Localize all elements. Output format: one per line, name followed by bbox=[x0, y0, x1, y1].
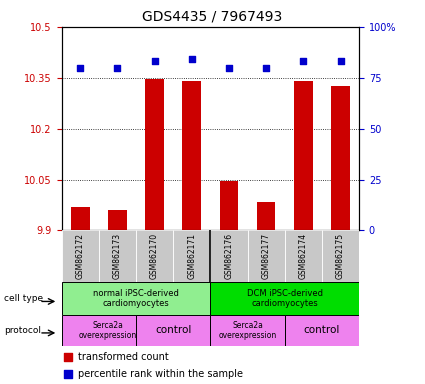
Text: GSM862170: GSM862170 bbox=[150, 233, 159, 280]
Text: GSM862173: GSM862173 bbox=[113, 233, 122, 280]
Text: transformed count: transformed count bbox=[78, 352, 169, 362]
Bar bbox=[285, 315, 359, 346]
Point bbox=[77, 65, 84, 71]
Bar bbox=[294, 81, 313, 230]
Text: GSM862175: GSM862175 bbox=[336, 233, 345, 280]
Point bbox=[114, 65, 121, 71]
Text: GSM862176: GSM862176 bbox=[224, 233, 233, 280]
Bar bbox=[145, 79, 164, 230]
Bar bbox=[71, 207, 90, 230]
Text: GSM862171: GSM862171 bbox=[187, 233, 196, 279]
Text: GSM862172: GSM862172 bbox=[76, 233, 85, 279]
Bar bbox=[62, 282, 210, 315]
Text: DCM iPSC-derived
cardiomyocytes: DCM iPSC-derived cardiomyocytes bbox=[247, 289, 323, 308]
Bar bbox=[210, 315, 285, 346]
Point bbox=[188, 56, 195, 63]
Point bbox=[263, 65, 269, 71]
Bar bbox=[322, 230, 359, 282]
Point bbox=[300, 58, 307, 65]
Bar bbox=[331, 86, 350, 230]
Bar bbox=[173, 230, 210, 282]
Point bbox=[337, 58, 344, 65]
Bar bbox=[108, 210, 127, 230]
Point bbox=[151, 58, 158, 65]
Point bbox=[226, 65, 232, 71]
Bar bbox=[182, 81, 201, 230]
Text: control: control bbox=[304, 325, 340, 335]
Bar bbox=[210, 282, 359, 315]
Text: normal iPSC-derived
cardiomyocytes: normal iPSC-derived cardiomyocytes bbox=[93, 289, 179, 308]
Bar bbox=[136, 315, 210, 346]
Text: protocol: protocol bbox=[4, 326, 41, 335]
Point bbox=[64, 354, 71, 360]
Text: cell type: cell type bbox=[4, 294, 43, 303]
Text: control: control bbox=[155, 325, 191, 335]
Bar bbox=[62, 230, 99, 282]
Text: Serca2a
overexpression: Serca2a overexpression bbox=[79, 321, 137, 340]
Text: GSM862177: GSM862177 bbox=[262, 233, 271, 280]
Bar bbox=[285, 230, 322, 282]
Bar bbox=[247, 230, 285, 282]
Text: GDS4435 / 7967493: GDS4435 / 7967493 bbox=[142, 10, 283, 23]
Text: GSM862174: GSM862174 bbox=[299, 233, 308, 280]
Bar bbox=[136, 230, 173, 282]
Text: Serca2a
overexpression: Serca2a overexpression bbox=[218, 321, 277, 340]
Text: percentile rank within the sample: percentile rank within the sample bbox=[78, 369, 243, 379]
Bar bbox=[210, 230, 247, 282]
Bar bbox=[220, 180, 238, 230]
Point bbox=[64, 371, 71, 377]
Bar bbox=[62, 315, 155, 346]
Bar bbox=[257, 202, 275, 230]
Bar bbox=[99, 230, 136, 282]
